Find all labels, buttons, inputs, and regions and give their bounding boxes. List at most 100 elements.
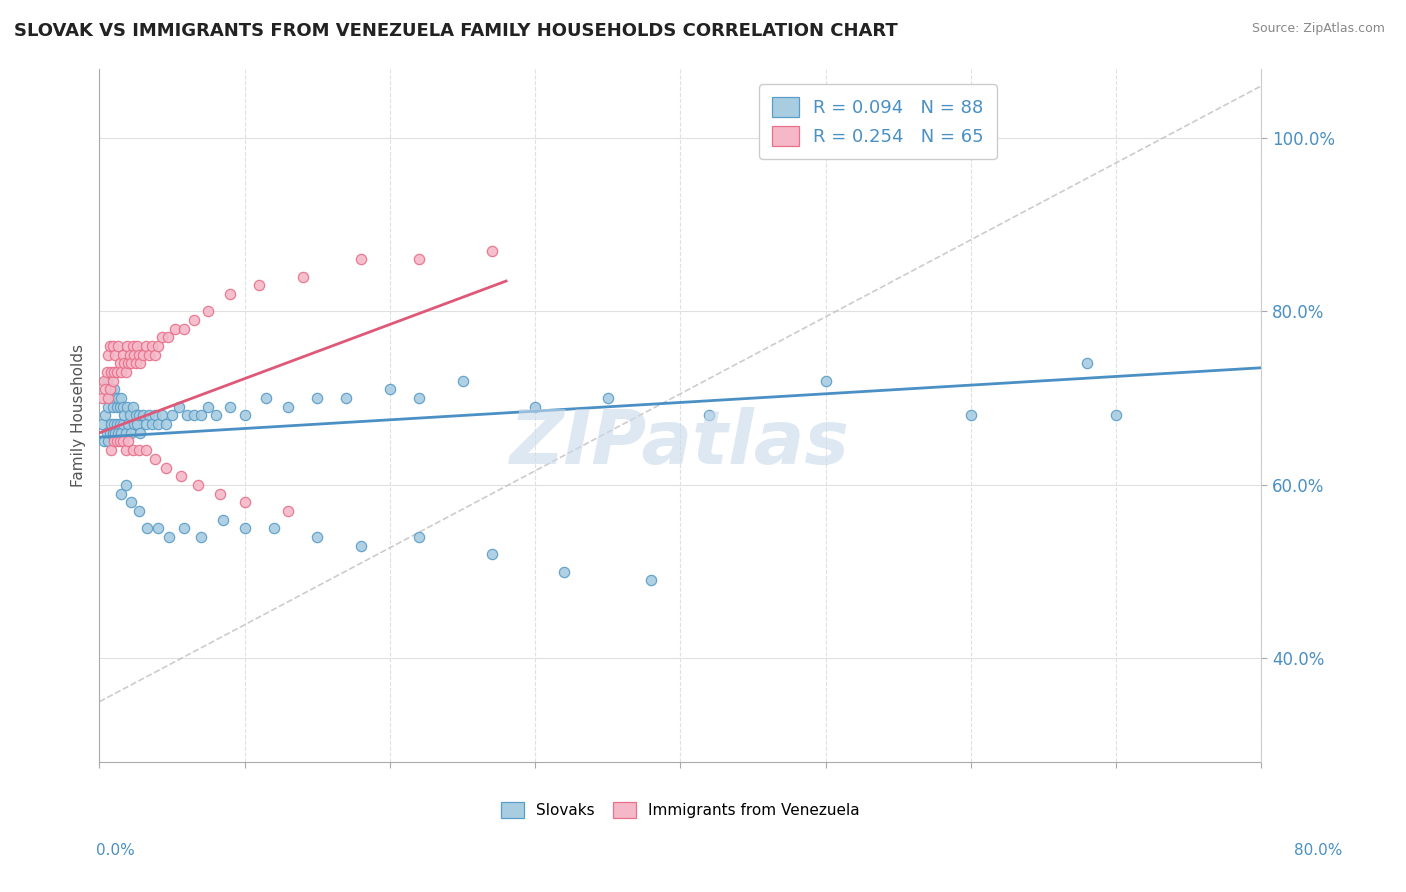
Point: [98, 339, 121, 353]
Point: [233, 409, 256, 423]
Point: [112, 409, 135, 423]
Point: [408, 391, 430, 405]
Point: [118, 409, 141, 423]
Point: [129, 425, 152, 440]
Point: [112, 356, 135, 370]
Point: [150, 409, 173, 423]
Point: [93, 374, 115, 388]
Point: [110, 391, 132, 405]
Point: [96, 425, 118, 440]
Point: [105, 400, 128, 414]
Point: [141, 417, 163, 432]
Point: [146, 417, 169, 432]
Point: [143, 348, 166, 362]
Point: [125, 356, 148, 370]
Point: [118, 348, 141, 362]
Point: [204, 409, 226, 423]
Point: [233, 521, 256, 535]
Point: [524, 400, 547, 414]
Point: [141, 339, 163, 353]
Point: [247, 278, 270, 293]
Point: [173, 521, 195, 535]
Point: [107, 425, 129, 440]
Point: [128, 443, 150, 458]
Point: [176, 409, 198, 423]
Point: [135, 417, 157, 432]
Point: [160, 409, 183, 423]
Point: [114, 443, 136, 458]
Point: [128, 504, 150, 518]
Point: [114, 478, 136, 492]
Point: [335, 391, 357, 405]
Point: [111, 400, 134, 414]
Point: [350, 539, 373, 553]
Point: [94, 383, 117, 397]
Point: [146, 521, 169, 535]
Point: [91, 391, 114, 405]
Point: [100, 365, 122, 379]
Point: [128, 348, 150, 362]
Point: [127, 417, 149, 432]
Point: [98, 383, 121, 397]
Point: [132, 409, 155, 423]
Point: [212, 512, 235, 526]
Point: [127, 339, 149, 353]
Point: [814, 374, 837, 388]
Point: [219, 287, 242, 301]
Point: [277, 400, 299, 414]
Point: [408, 252, 430, 267]
Point: [111, 434, 134, 449]
Point: [114, 425, 136, 440]
Point: [107, 391, 129, 405]
Point: [1076, 356, 1098, 370]
Point: [115, 400, 138, 414]
Point: [110, 425, 132, 440]
Point: [143, 409, 166, 423]
Point: [256, 391, 278, 405]
Point: [104, 391, 127, 405]
Point: [233, 495, 256, 509]
Point: [97, 348, 120, 362]
Point: [115, 339, 138, 353]
Point: [596, 391, 619, 405]
Text: ZIPatlas: ZIPatlas: [510, 407, 851, 480]
Text: 0.0%: 0.0%: [96, 843, 135, 858]
Point: [138, 348, 160, 362]
Point: [110, 365, 132, 379]
Point: [291, 269, 314, 284]
Point: [100, 443, 122, 458]
Point: [103, 365, 125, 379]
Point: [108, 400, 131, 414]
Legend: Slovaks, Immigrants from Venezuela: Slovaks, Immigrants from Venezuela: [495, 796, 866, 824]
Point: [98, 425, 121, 440]
Point: [136, 521, 159, 535]
Point: [1105, 409, 1128, 423]
Point: [104, 348, 127, 362]
Point: [378, 383, 401, 397]
Point: [128, 409, 150, 423]
Point: [120, 356, 142, 370]
Point: [124, 417, 146, 432]
Point: [155, 460, 177, 475]
Point: [135, 339, 157, 353]
Point: [190, 530, 212, 544]
Point: [121, 443, 143, 458]
Point: [108, 434, 131, 449]
Point: [190, 409, 212, 423]
Text: 80.0%: 80.0%: [1295, 843, 1343, 858]
Point: [173, 322, 195, 336]
Point: [98, 391, 121, 405]
Point: [103, 383, 125, 397]
Point: [187, 478, 209, 492]
Point: [97, 434, 120, 449]
Point: [408, 530, 430, 544]
Point: [107, 339, 129, 353]
Point: [101, 400, 124, 414]
Point: [121, 339, 143, 353]
Point: [120, 495, 142, 509]
Point: [129, 356, 152, 370]
Point: [307, 391, 329, 405]
Point: [169, 400, 191, 414]
Point: [277, 504, 299, 518]
Point: [263, 521, 285, 535]
